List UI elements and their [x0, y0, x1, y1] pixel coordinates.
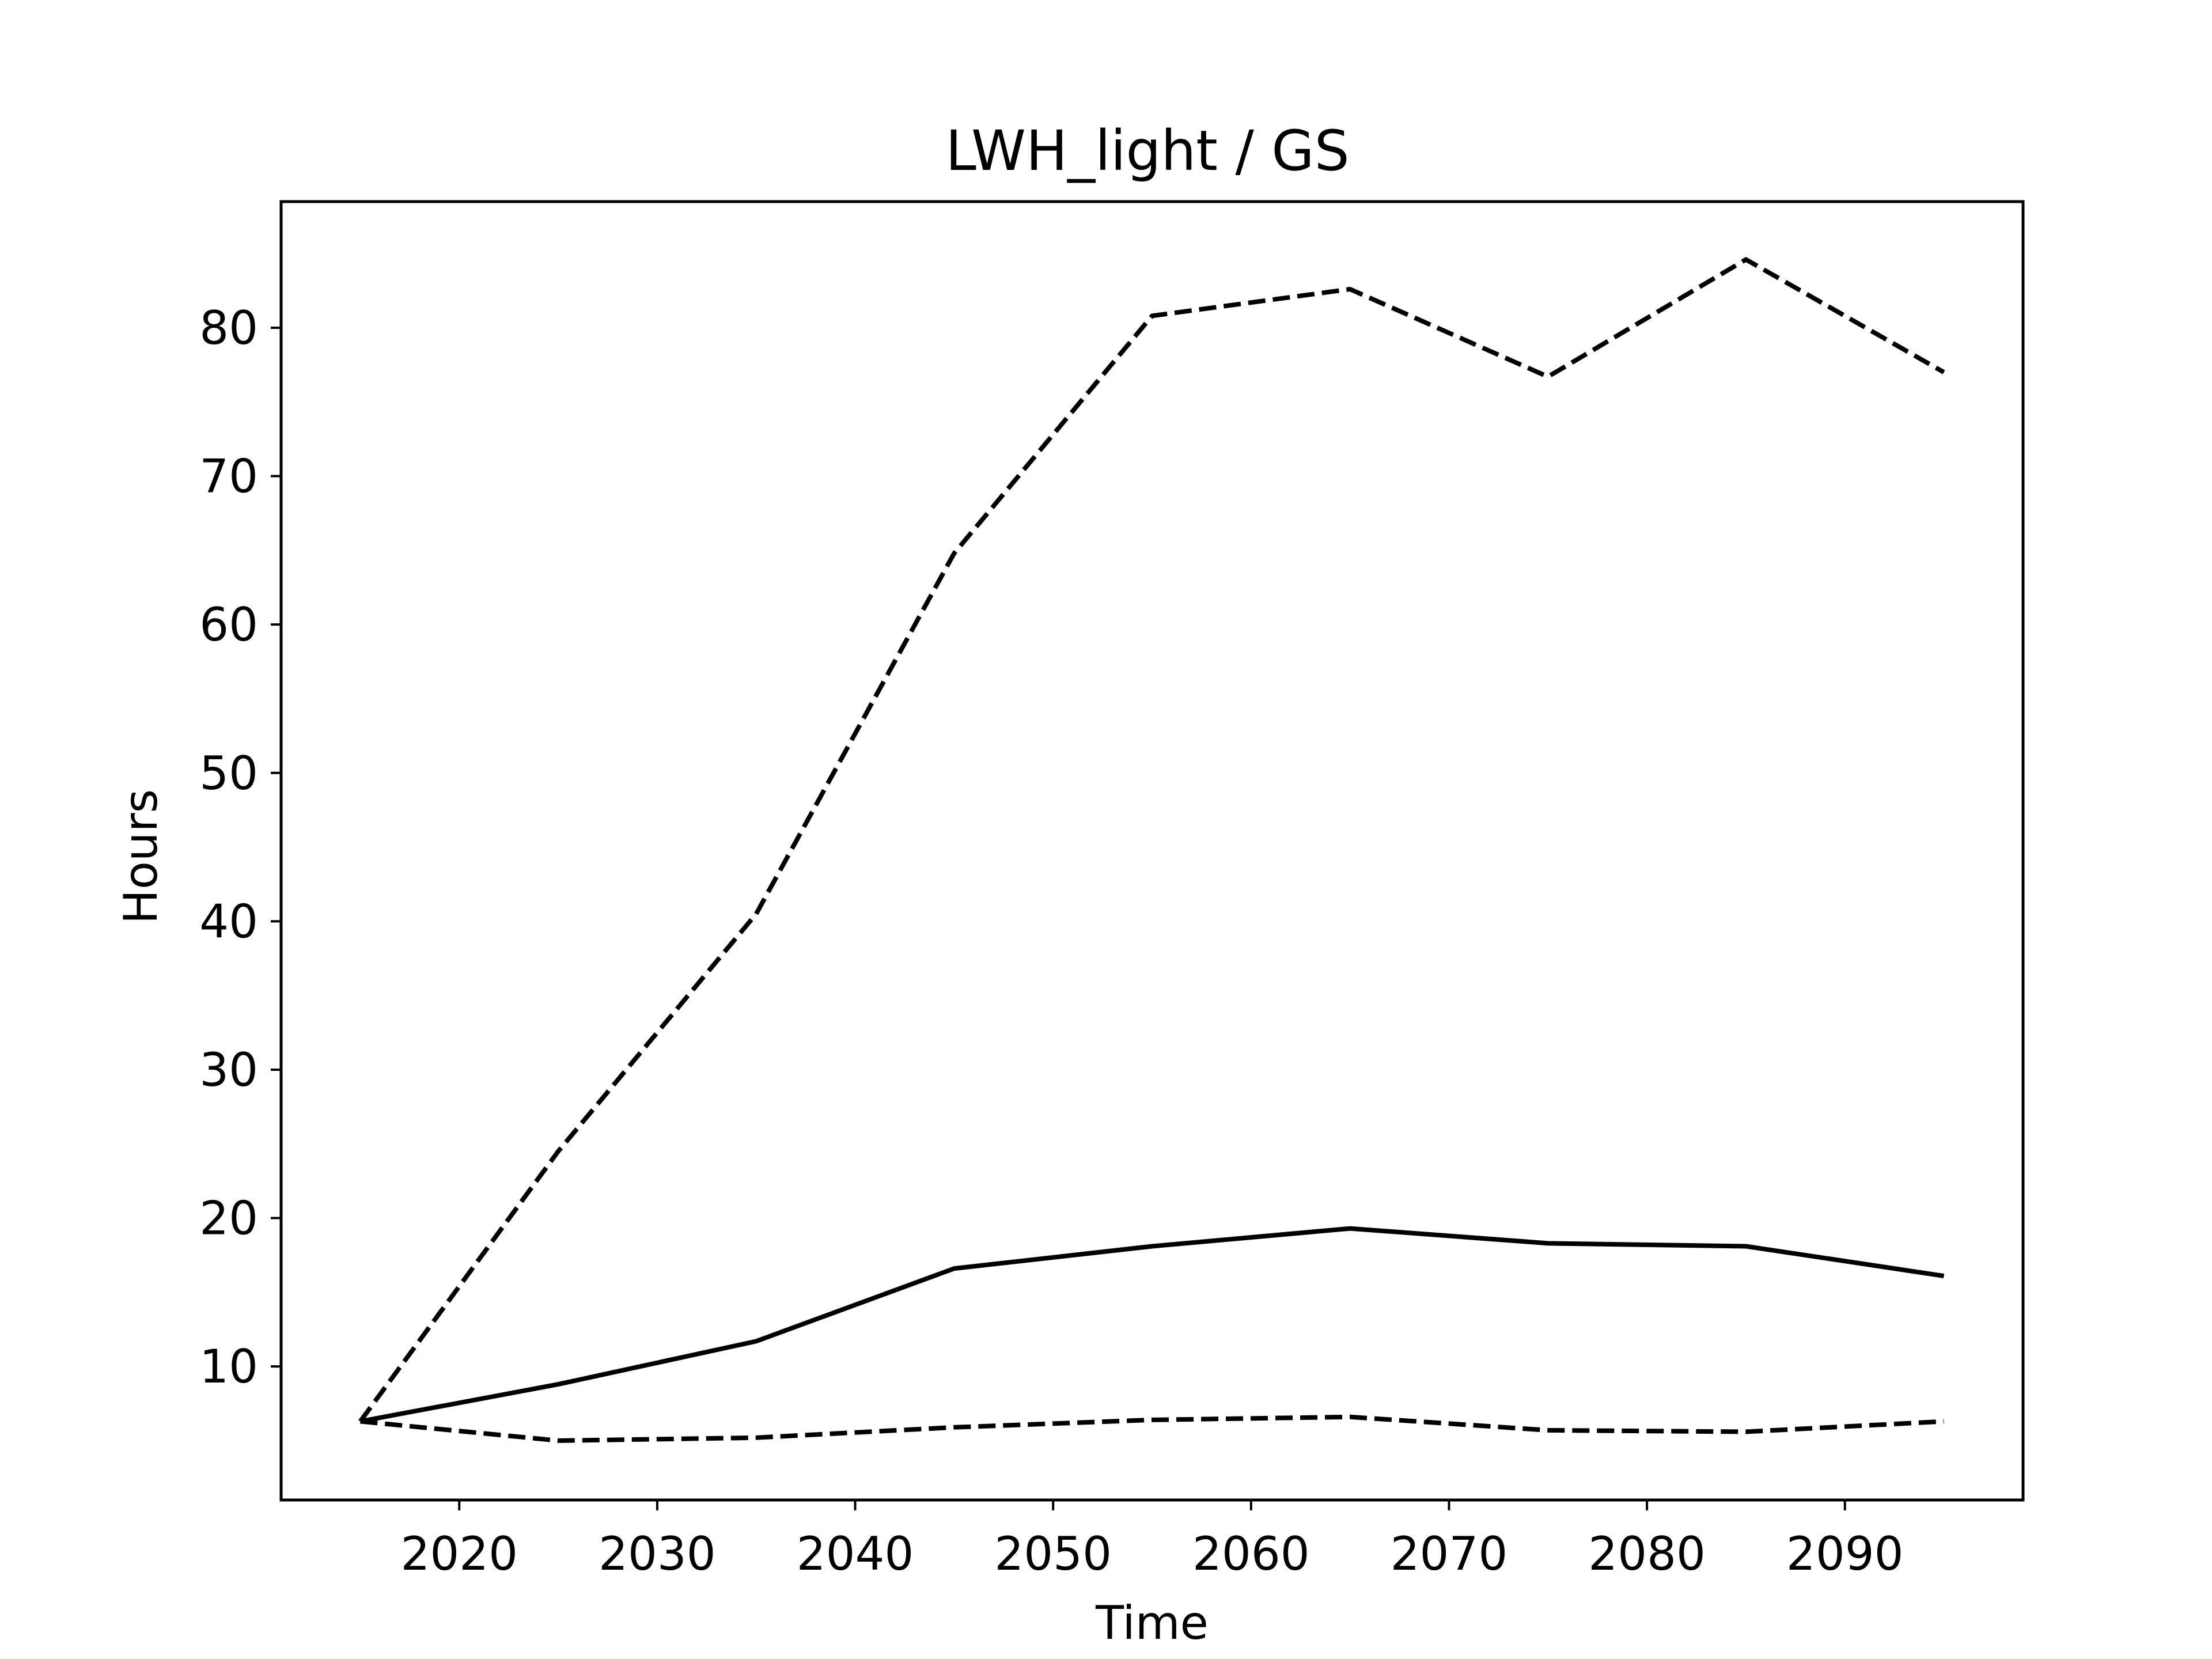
x-tick-label: 2020: [400, 1527, 518, 1581]
chart-title: LWH_light / GS: [945, 119, 1349, 183]
y-tick-label: 20: [199, 1192, 258, 1245]
x-axis: 2020 2030 2040 2050 2060 2070 2080 2090: [400, 1500, 1904, 1581]
series-line-1: [358, 257, 1945, 1423]
y-tick-label: 50: [199, 747, 258, 800]
y-axis-label: Hours: [114, 789, 168, 924]
x-tick-label: 2080: [1588, 1527, 1706, 1581]
y-axis: 10 20 30 40 50 60 70 80: [199, 301, 281, 1393]
x-tick-label: 2050: [994, 1527, 1112, 1581]
x-tick-label: 2040: [797, 1527, 914, 1581]
y-tick-label: 70: [199, 450, 258, 503]
plot-frame: [279, 200, 2025, 1502]
series-line-2: [359, 1226, 1945, 1424]
plot-lines: [358, 257, 1945, 1443]
x-tick-label: 2060: [1192, 1527, 1310, 1581]
y-tick-label: 10: [199, 1340, 258, 1393]
x-tick-label: 2090: [1786, 1527, 1904, 1581]
y-tick-label: 60: [199, 598, 258, 652]
y-tick-label: 30: [199, 1043, 258, 1097]
x-tick-label: 2030: [599, 1527, 716, 1581]
x-tick-label: 2070: [1391, 1527, 1508, 1581]
x-axis-label: Time: [1095, 1596, 1209, 1650]
y-tick-label: 80: [199, 301, 258, 355]
series-line-3: [360, 1414, 1944, 1443]
y-tick-label: 40: [199, 895, 258, 948]
